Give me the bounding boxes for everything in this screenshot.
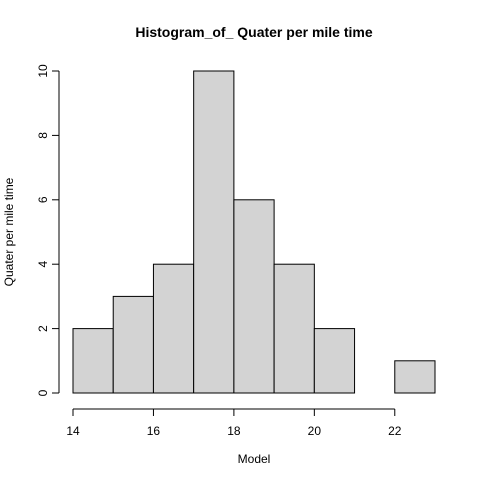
y-tick-label: 2 (36, 325, 50, 332)
x-tick-label: 16 (147, 424, 161, 438)
x-axis: 14 16 18 20 22 (66, 409, 401, 438)
x-tick-label: 20 (308, 424, 322, 438)
bars-group (73, 71, 435, 393)
x-tick-label: 22 (388, 424, 402, 438)
chart-title: Histogram_of_ Quater per mile time (135, 24, 373, 40)
x-axis-label: Model (238, 452, 271, 466)
histogram-bar-6 (274, 264, 314, 393)
histogram-bar-1 (73, 329, 113, 393)
y-tick-label: 6 (36, 196, 50, 203)
histogram-bar-9 (395, 361, 435, 393)
x-tick-label: 14 (66, 424, 80, 438)
histogram-bar-7 (314, 329, 354, 393)
y-tick-label: 4 (36, 261, 50, 268)
y-axis: 0 2 4 6 8 10 (36, 64, 59, 396)
y-axis-label: Quater per mile time (2, 177, 16, 286)
histogram-bar-2 (113, 296, 153, 393)
x-tick-label: 18 (227, 424, 241, 438)
histogram-bar-5 (234, 200, 274, 393)
histogram-bar-3 (153, 264, 193, 393)
y-tick-label: 8 (36, 132, 50, 139)
histogram-bar-4 (194, 71, 234, 393)
y-tick-label: 0 (36, 389, 50, 396)
y-tick-label: 10 (36, 64, 50, 78)
